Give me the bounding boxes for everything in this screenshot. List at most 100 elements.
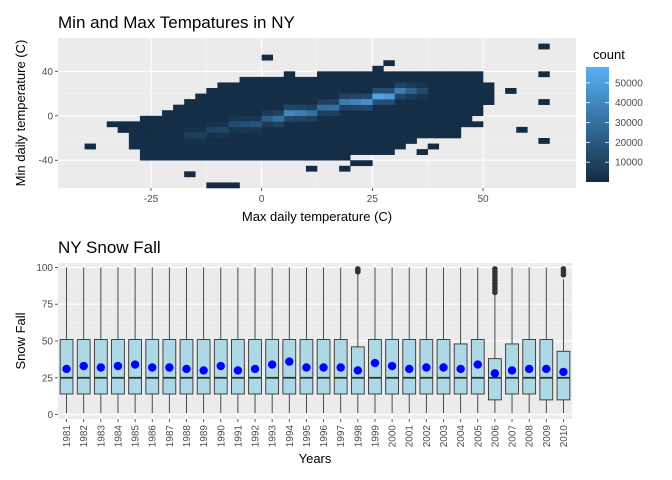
heatmap-tile xyxy=(328,104,340,111)
heatmap-tile xyxy=(416,149,428,155)
heatmap-tile xyxy=(239,99,251,105)
heatmap-tile xyxy=(372,88,384,94)
heatmap-tile xyxy=(239,138,251,144)
y-tick-label: 40 xyxy=(42,67,54,78)
heatmap-tile xyxy=(394,138,406,144)
heatmap-tile xyxy=(173,121,185,128)
heatmap-tile xyxy=(283,121,296,128)
heatmap-tile xyxy=(272,104,285,111)
legend-colorbar xyxy=(586,67,609,182)
heatmap-tile xyxy=(394,132,406,139)
heatmap-tile xyxy=(339,110,351,117)
heatmap-tile xyxy=(272,99,285,105)
x-tick-label: -25 xyxy=(144,194,159,205)
heatmap-tile xyxy=(405,93,417,100)
heatmap-tile xyxy=(383,115,395,122)
x-tick-label: 2003 xyxy=(439,425,450,448)
heatmap-chart: Min and Max Tempatures in NY -25 0 25 50 -4… xyxy=(13,13,643,224)
legend-tick-label: 40000 xyxy=(615,98,643,109)
heatmap-tile xyxy=(250,115,262,122)
mean-point xyxy=(405,364,414,374)
heatmap-tile xyxy=(217,82,229,89)
heatmap-tile xyxy=(228,93,240,100)
heatmap-tile xyxy=(294,82,307,89)
heatmap-x-axis-title: Max daily temperature (C) xyxy=(242,209,392,224)
heatmap-tile xyxy=(405,132,417,139)
heatmap-tile xyxy=(206,132,218,139)
heatmap-tile xyxy=(394,99,406,105)
heatmap-tile xyxy=(383,104,395,111)
x-tick-label: 1990 xyxy=(216,425,227,448)
heatmap-tile xyxy=(305,115,318,122)
heatmap-tile xyxy=(162,121,174,128)
heatmap-tile xyxy=(305,93,318,100)
heatmap-tile xyxy=(361,115,373,122)
heatmap-tile xyxy=(228,138,240,144)
mean-point xyxy=(62,364,71,374)
heatmap-tile xyxy=(383,149,395,155)
heatmap-tile xyxy=(173,115,185,122)
x-tick-label: 1995 xyxy=(302,425,313,448)
heatmap-tile xyxy=(184,110,196,117)
heatmap-tile xyxy=(206,93,218,100)
heatmap-tile xyxy=(339,76,351,83)
heatmap-tile xyxy=(139,121,152,128)
heatmap-tile xyxy=(250,132,262,139)
x-tick-label: 1985 xyxy=(131,425,142,448)
heatmap-tile xyxy=(416,76,428,83)
heatmap-tile xyxy=(150,149,163,155)
heatmap-tile xyxy=(372,143,384,150)
x-tick-label: 2001 xyxy=(405,425,416,448)
heatmap-tile xyxy=(150,126,163,133)
heatmap-tile xyxy=(460,110,473,117)
heatmap-tile xyxy=(372,126,384,133)
heatmap-tile xyxy=(350,76,362,83)
heatmap-tile xyxy=(361,71,373,78)
heatmap-tile xyxy=(184,115,196,122)
mean-point xyxy=(267,360,277,369)
heatmap-tile xyxy=(328,132,340,139)
heatmap-tile xyxy=(272,82,285,89)
heatmap-tile xyxy=(416,110,428,117)
heatmap-tile xyxy=(150,115,163,122)
heatmap-tile xyxy=(394,71,406,78)
heatmap-tile xyxy=(394,93,406,100)
heatmap-tile xyxy=(272,93,285,100)
heatmap-tile xyxy=(195,93,207,100)
heatmap-tile xyxy=(317,93,329,100)
heatmap-tile xyxy=(294,121,307,128)
heatmap-tile xyxy=(328,138,340,144)
heatmap-tile xyxy=(283,126,296,133)
x-tick-label: 2002 xyxy=(422,425,433,448)
x-tick-label: 2004 xyxy=(456,425,467,448)
mean-point xyxy=(182,364,191,374)
heatmap-tile xyxy=(195,110,207,117)
heatmap-tile xyxy=(305,76,318,83)
heatmap-tile xyxy=(471,104,484,111)
heatmap-tile xyxy=(150,143,163,150)
heatmap-tile xyxy=(483,93,495,100)
heatmap-tile xyxy=(394,88,406,94)
heatmap-tile xyxy=(460,115,473,122)
heatmap-tile xyxy=(195,121,207,128)
heatmap-tile xyxy=(383,126,395,133)
heatmap-tile xyxy=(460,82,473,89)
heatmap-tile xyxy=(405,138,417,144)
heatmap-tile xyxy=(317,149,329,155)
heatmap-tile xyxy=(394,115,406,122)
y-tick-label: -40 xyxy=(39,156,54,167)
heatmap-tile xyxy=(261,121,274,128)
heatmap-tile xyxy=(449,132,462,139)
x-tick-label: 1994 xyxy=(285,425,296,448)
heatmap-tile xyxy=(139,143,152,150)
heatmap-tile xyxy=(350,138,362,144)
x-tick-label: 25 xyxy=(367,194,379,205)
heatmap-tile xyxy=(239,149,251,155)
heatmap-tile xyxy=(427,93,440,100)
x-tick-label: 1999 xyxy=(370,425,381,448)
heatmap-tile xyxy=(449,126,462,133)
heatmap-tile xyxy=(328,99,340,105)
heatmap-tile xyxy=(394,121,406,128)
heatmap-tile xyxy=(471,93,484,100)
heatmap-tile xyxy=(294,88,307,94)
